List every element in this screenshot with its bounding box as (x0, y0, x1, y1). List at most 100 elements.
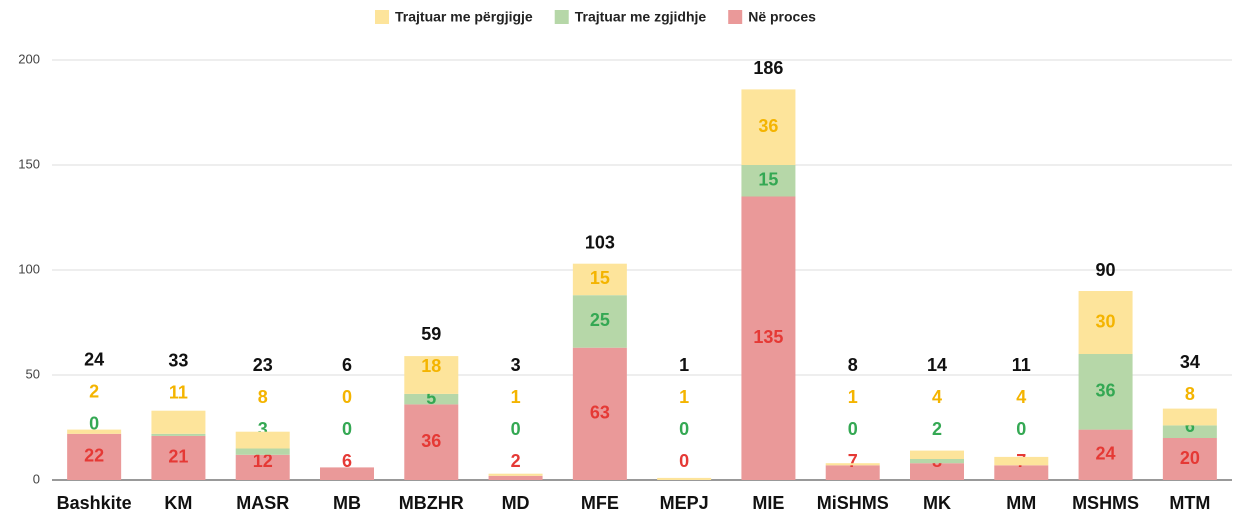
bar-segment (572, 263, 627, 296)
data-label: 15 (590, 268, 610, 288)
bar-segment (910, 459, 964, 464)
x-tick-label: MM (1006, 493, 1036, 513)
bar-segment (67, 429, 122, 434)
x-tick-label: MB (333, 493, 361, 513)
data-label: 4 (932, 387, 942, 407)
data-label: 2 (511, 451, 521, 471)
data-label: 5 (426, 388, 436, 408)
legend-swatch (375, 10, 389, 24)
x-tick-label: MIE (752, 493, 784, 513)
data-label: 3 (258, 419, 268, 439)
legend-label: Trajtuar me zgjidhje (575, 9, 707, 25)
bar-segment (235, 431, 290, 449)
data-label: 6 (1185, 416, 1195, 436)
data-label: 8 (1185, 384, 1195, 404)
bar-segment (910, 450, 964, 459)
data-label: 135 (753, 327, 783, 347)
data-label: 20 (1180, 448, 1200, 468)
x-tick-label: MFE (581, 493, 619, 513)
total-label: 23 (253, 355, 273, 375)
total-label: 11 (1012, 355, 1031, 375)
data-label: 30 (1096, 311, 1116, 331)
legend-label: Në proces (748, 9, 816, 25)
bar-segment (1162, 438, 1217, 480)
data-label: 1 (679, 387, 689, 407)
x-tick-label: MiSHMS (817, 493, 889, 513)
data-label: 2 (89, 382, 99, 402)
data-label: 0 (342, 387, 352, 407)
total-label: 3 (511, 355, 521, 375)
data-label: 7 (848, 451, 858, 471)
bar-segment (572, 347, 627, 480)
bar-segment (741, 89, 796, 165)
data-label: 0 (511, 419, 521, 439)
data-label: 11 (169, 383, 188, 403)
data-label: 21 (168, 447, 188, 467)
bar-segment (404, 393, 459, 405)
bar-segment (825, 465, 880, 480)
bar-segment (488, 475, 543, 480)
data-label: 0 (848, 419, 858, 439)
total-label: 103 (585, 232, 615, 252)
y-tick-label: 100 (18, 261, 40, 276)
data-label: 15 (758, 170, 778, 190)
y-tick-label: 150 (18, 156, 40, 171)
x-tick-label: MTM (1169, 493, 1210, 513)
data-label: 36 (1096, 381, 1116, 401)
x-tick-label: MSHMS (1072, 493, 1139, 513)
bar-segment (235, 448, 290, 455)
bar-segment (488, 473, 543, 476)
x-tick-label: MBZHR (399, 493, 464, 513)
data-label: 0 (342, 419, 352, 439)
bar-segment (994, 456, 1049, 466)
total-label: 34 (1180, 352, 1200, 372)
bar-segment (235, 454, 290, 480)
data-label: 24 (1096, 444, 1116, 464)
x-tick-label: MASR (236, 493, 289, 513)
total-label: 8 (848, 355, 858, 375)
bar-segment (741, 196, 796, 480)
y-tick-label: 0 (33, 471, 40, 486)
data-label: 22 (84, 446, 104, 466)
total-label: 186 (753, 58, 783, 78)
x-tick-label: KM (164, 493, 192, 513)
total-label: 6 (342, 355, 352, 375)
y-tick-label: 200 (18, 51, 40, 66)
data-label: 0 (679, 451, 689, 471)
bar-segment (1162, 425, 1217, 438)
bar-segment (320, 467, 374, 480)
total-label: 1 (679, 355, 689, 375)
data-label: 0 (1016, 419, 1026, 439)
total-label: 33 (168, 351, 188, 371)
data-label: 0 (679, 419, 689, 439)
data-label: 4 (1016, 387, 1026, 407)
legend-swatch (554, 10, 569, 24)
x-tick-label: MD (502, 493, 530, 513)
bar-segment (657, 477, 712, 480)
y-tick-label: 50 (26, 366, 40, 381)
data-label: 1 (511, 387, 521, 407)
legend-label: Trajtuar me përgjigje (395, 9, 533, 25)
x-tick-label: Bashkite (57, 493, 132, 513)
data-label: 36 (421, 431, 441, 451)
bar-segment (825, 463, 880, 466)
bar-segment (994, 465, 1049, 480)
bar-segment (404, 356, 459, 394)
total-label: 14 (927, 355, 947, 375)
data-label: 36 (758, 116, 778, 136)
data-label: 25 (590, 310, 610, 330)
data-label: 63 (590, 403, 610, 423)
data-label: 8 (258, 387, 268, 407)
bar-segment (151, 410, 206, 434)
bar-segment (1162, 408, 1217, 426)
bar-segment (404, 404, 459, 480)
bar-segment (572, 295, 627, 348)
bar-segment (910, 463, 964, 480)
bar-segment (1078, 354, 1133, 430)
bar-segment (1078, 429, 1133, 480)
bar-segment (151, 433, 206, 436)
bar-segment (67, 433, 122, 480)
data-label: 0 (89, 414, 99, 434)
data-label: 2 (932, 419, 942, 439)
